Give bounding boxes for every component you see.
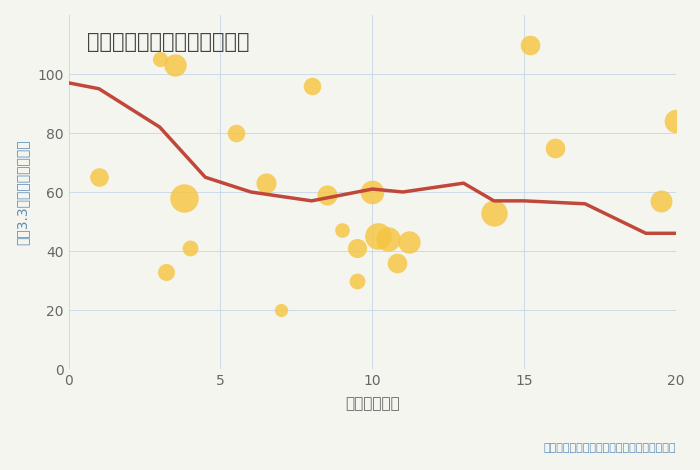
Point bbox=[306, 82, 317, 90]
Point bbox=[178, 194, 190, 202]
Point bbox=[367, 188, 378, 196]
Point bbox=[185, 244, 196, 252]
Point bbox=[160, 268, 172, 275]
Point bbox=[403, 238, 414, 246]
Point bbox=[671, 118, 682, 125]
X-axis label: 駅距離（分）: 駅距離（分） bbox=[345, 396, 400, 411]
Point bbox=[351, 244, 363, 252]
Text: 円の大きさは、取引のあった物件面積を示す: 円の大きさは、取引のあった物件面積を示す bbox=[544, 443, 676, 454]
Point bbox=[260, 180, 272, 187]
Point bbox=[655, 197, 666, 204]
Point bbox=[489, 209, 500, 216]
Point bbox=[351, 277, 363, 284]
Point bbox=[525, 41, 536, 48]
Point bbox=[373, 233, 384, 240]
Point bbox=[230, 129, 241, 137]
Point bbox=[321, 191, 332, 199]
Point bbox=[276, 306, 287, 314]
Point bbox=[337, 227, 348, 234]
Point bbox=[169, 62, 181, 69]
Point bbox=[391, 259, 402, 266]
Point bbox=[93, 173, 104, 181]
Point bbox=[382, 235, 393, 243]
Y-axis label: 坪（3.3㎡）単価（万円）: 坪（3.3㎡）単価（万円） bbox=[15, 139, 29, 245]
Point bbox=[549, 144, 560, 151]
Text: 駅距離別中古マンション価格: 駅距離別中古マンション価格 bbox=[88, 31, 250, 52]
Point bbox=[154, 55, 165, 63]
